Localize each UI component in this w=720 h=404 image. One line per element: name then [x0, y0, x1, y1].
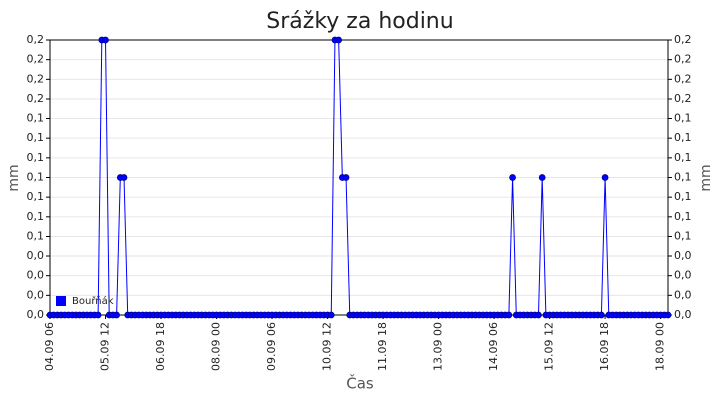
x-tick-label: 04.09 06 [43, 322, 56, 371]
data-point [598, 311, 605, 319]
x-tick-label: 11.09 18 [376, 322, 389, 371]
x-tick-label: 09.09 06 [265, 322, 278, 371]
legend-swatch [56, 296, 66, 306]
y2-tick-label: 0,1 [674, 171, 692, 184]
x-tick-label: 14.09 06 [487, 322, 500, 371]
data-point [664, 311, 672, 319]
y-tick-label: 0,0 [27, 249, 45, 262]
data-point [113, 311, 120, 319]
x-tick-label: 18.09 00 [654, 322, 667, 371]
y-tick-label: 0,0 [27, 308, 45, 321]
y-tick-label: 0,1 [27, 112, 45, 125]
y2-tick-label: 0,1 [674, 210, 692, 223]
y2-tick-label: 0,0 [674, 308, 692, 321]
y-tick-label: 0,1 [27, 151, 45, 164]
y-tick-label: 0,1 [27, 131, 45, 144]
legend-label: Bouřňák [72, 295, 114, 307]
y-tick-label: 0,2 [27, 72, 45, 85]
x-axis-label: Čas [346, 374, 374, 393]
y2-tick-label: 0,0 [674, 288, 692, 301]
x-tick-label: 05.09 12 [99, 322, 112, 371]
data-point [102, 36, 109, 44]
x-tick-label: 06.09 18 [154, 322, 167, 371]
y2-tick-label: 0,1 [674, 112, 692, 125]
data-point [94, 311, 102, 319]
data-point [601, 174, 609, 181]
y-tick-label: 0,1 [27, 171, 45, 184]
data-point [535, 311, 542, 319]
chart-title: Srážky za hodinu [266, 9, 453, 34]
y-tick-label: 0,1 [27, 229, 45, 242]
y-tick-label: 0,2 [27, 53, 45, 66]
data-point [327, 311, 335, 319]
y-tick-label: 0,0 [27, 269, 45, 282]
y-tick-label: 0,2 [27, 33, 45, 46]
y-tick-label: 0,2 [27, 92, 45, 105]
y-tick-label: 0,1 [27, 190, 45, 203]
y2-tick-label: 0,2 [674, 33, 692, 46]
y2-tick-label: 0,1 [674, 151, 692, 164]
x-tick-label: 08.09 00 [210, 322, 223, 371]
data-point [538, 174, 546, 181]
x-tick-label: 16.09 18 [598, 322, 611, 371]
data-point [509, 174, 516, 181]
y2-tick-label: 0,1 [674, 131, 692, 144]
y2-tick-label: 0,1 [674, 190, 692, 203]
y2-tick-label: 0,0 [674, 269, 692, 282]
y2-tick-label: 0,1 [674, 229, 692, 242]
y2-tick-label: 0,2 [674, 72, 692, 85]
y2-tick-label: 0,2 [674, 92, 692, 105]
data-point [120, 174, 128, 181]
data-point [342, 174, 350, 181]
y2-tick-label: 0,2 [674, 53, 692, 66]
y-tick-label: 0,0 [27, 288, 45, 301]
x-tick-label: 10.09 12 [321, 322, 334, 371]
x-tick-label: 13.09 00 [432, 322, 445, 371]
y-tick-label: 0,1 [27, 210, 45, 223]
data-point [335, 36, 342, 44]
data-point [505, 311, 513, 319]
y2-axis-label: mm [698, 164, 714, 191]
y2-tick-label: 0,0 [674, 249, 692, 262]
x-tick-label: 15.09 12 [543, 322, 556, 371]
y-axis-label: mm [6, 164, 22, 191]
